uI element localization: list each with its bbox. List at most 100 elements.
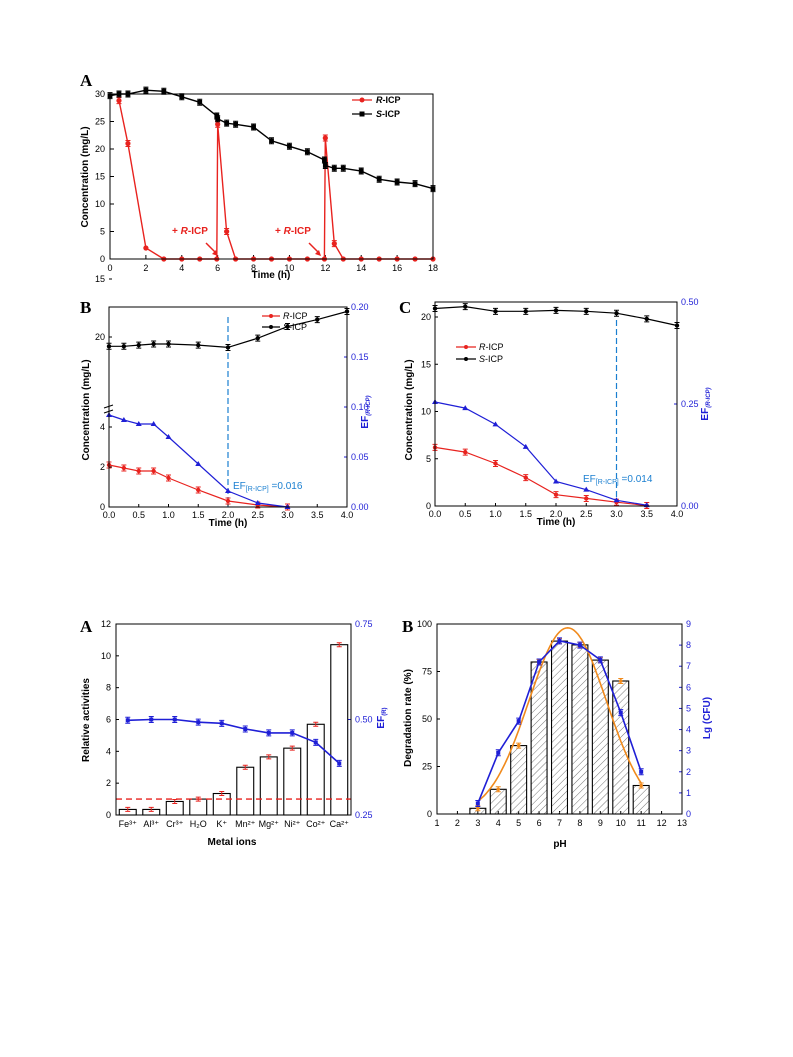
panel-a2: A 0 2 4 6 8 10 12 0.25 0.50 0.75 Fe³⁺ Al³⁺ Cr³⁺ H₂O K⁺… xyxy=(80,617,388,848)
x-tick-label-a2: Mn²⁺ xyxy=(235,819,255,829)
y-tick-label-b2: 25 xyxy=(422,762,432,772)
x-tick-label-b2: 4 xyxy=(496,818,501,828)
x-tick-label-a2: Mg²⁺ xyxy=(259,819,279,829)
error-bar-a1 xyxy=(143,86,149,94)
point-ef-b1 xyxy=(165,434,172,439)
error-bar-a1 xyxy=(322,162,328,169)
x-tick-label-b2: 1 xyxy=(434,818,439,828)
y2-tick-label-c1: 0.25 xyxy=(681,399,699,409)
error-bar-a1 xyxy=(331,240,337,248)
ef-error-bar-a2 xyxy=(313,738,319,746)
point-ef-c1 xyxy=(492,421,499,427)
ef-error-bar-a2 xyxy=(172,716,178,723)
x-tick-label-b2: 2 xyxy=(455,818,460,828)
point-ef-b1 xyxy=(120,417,127,422)
svg-text:+ R-ICP: + R-ICP xyxy=(172,226,208,237)
x-tick-label-b2: 7 xyxy=(557,818,562,828)
x-tick-label-c1: 0.0 xyxy=(429,509,442,519)
error-bar-a2 xyxy=(289,745,295,751)
x-tick-label-b1: 0.0 xyxy=(103,510,116,520)
y-tick-label-a2: 12 xyxy=(101,619,111,629)
x-tick-label-c1: 0.5 xyxy=(459,509,472,519)
x-tick-label-b2: 10 xyxy=(616,818,626,828)
fit-point-b2 xyxy=(496,787,501,792)
ef-error-bar-a2 xyxy=(242,725,248,733)
x-tick-label-b2: 13 xyxy=(677,818,687,828)
x-tick-label-c1: 3.0 xyxy=(610,509,623,519)
x-tick-label-b2: 8 xyxy=(577,818,582,828)
y2-tick-label-b2: 3 xyxy=(686,746,691,756)
cfu-error-bar-b2 xyxy=(557,637,562,645)
y2-tick-label-b2: 0 xyxy=(686,809,691,819)
point-ef-b1 xyxy=(150,421,157,426)
x-tick-label-b1: 3.0 xyxy=(281,510,294,520)
panel-label-a1: A xyxy=(80,71,93,90)
y-tick-label-b1: 0 xyxy=(100,502,105,512)
y-tick-label-a2: 10 xyxy=(101,651,111,661)
x-tick-label-c1: 3.5 xyxy=(640,509,653,519)
error-bar-c1 xyxy=(462,303,468,311)
error-bar-c1 xyxy=(644,315,650,323)
cfu-error-bar-b2 xyxy=(536,658,542,666)
point-ef-c1 xyxy=(462,405,469,411)
error-bar-a1 xyxy=(224,228,230,235)
bar-a2 xyxy=(306,723,325,816)
error-bar-a2 xyxy=(125,806,131,812)
x-axis-label-c1: Time (h) xyxy=(537,517,576,528)
point-ef-b1 xyxy=(254,500,261,505)
y2-tick-label-b2: 6 xyxy=(686,682,691,692)
panel-label-c1: C xyxy=(399,298,411,317)
x-tick-label-b1: 1.5 xyxy=(192,510,205,520)
plot-frame-b1 xyxy=(108,306,348,508)
ef-error-bar-a2 xyxy=(125,716,131,724)
y-tick-label-a2: 8 xyxy=(106,683,111,693)
bar-a2 xyxy=(259,756,278,816)
y2-tick-label-b1: 0.20 xyxy=(351,302,369,312)
x-tick-label-b2: 11 xyxy=(636,818,645,828)
error-bar-a2 xyxy=(336,642,342,648)
point-ef-c1 xyxy=(613,497,620,503)
error-bar-a1 xyxy=(331,164,337,172)
bar-a2 xyxy=(236,766,255,816)
x-tick-label-a1: 2 xyxy=(143,263,148,273)
plot-frame-b2 xyxy=(436,623,683,815)
x-tick-label-a2: Cr³⁺ xyxy=(166,819,183,829)
plot-frame-a1 xyxy=(109,93,434,260)
y-tick-label-a2: 4 xyxy=(106,746,111,756)
x-tick-label-b1: 2.5 xyxy=(251,510,264,520)
x-axis-label-b2: pH xyxy=(553,839,566,850)
x-tick-label-a1: 4 xyxy=(179,263,184,273)
error-bar-a1 xyxy=(340,164,346,172)
error-bar-b1 xyxy=(166,340,171,348)
bar-b2 xyxy=(571,644,589,815)
panel-label-b1: B xyxy=(80,298,91,317)
error-bar-a1 xyxy=(412,180,418,188)
bar-a2 xyxy=(212,792,231,816)
ef-error-bar-a2 xyxy=(266,729,272,737)
y2-tick-label-b1: 0.15 xyxy=(351,352,369,362)
error-bar-a2 xyxy=(313,721,319,727)
y-tick-label-a1: 0 xyxy=(100,254,105,264)
fit-curve-b2 xyxy=(477,626,642,802)
x-tick-label-c1: 1.5 xyxy=(519,509,532,519)
fit-point-b2 xyxy=(618,679,623,683)
error-bar-a1 xyxy=(322,134,328,142)
bar-b2 xyxy=(632,784,650,815)
x-tick-label-b2: 12 xyxy=(657,818,667,828)
y-tick-label-a2: 6 xyxy=(106,715,111,725)
error-bar-b1 xyxy=(121,342,127,350)
error-bar-c1 xyxy=(583,494,589,502)
error-bar-c1 xyxy=(553,491,559,499)
ef-annotation-c1: EF[R-ICP] =0.014 xyxy=(583,474,653,486)
series-line-r-icp-c1 xyxy=(434,446,647,507)
bar-b2 xyxy=(489,788,507,815)
x-tick-label-a1: 16 xyxy=(392,263,402,273)
y2-axis-label-c1: EF(R-ICP) xyxy=(700,387,712,420)
x-tick-label-a1: 10 xyxy=(284,263,294,273)
legend-r-icp-c1: R-ICP xyxy=(479,342,504,352)
bar-b2 xyxy=(510,745,528,815)
legend-s-icp-a1: S-ICP xyxy=(376,109,400,119)
y-axis-label-a2: Relative activities xyxy=(81,678,92,762)
cfu-error-bar-b2 xyxy=(495,749,501,757)
legend-s-icp-b1: S-ICP xyxy=(283,322,307,332)
